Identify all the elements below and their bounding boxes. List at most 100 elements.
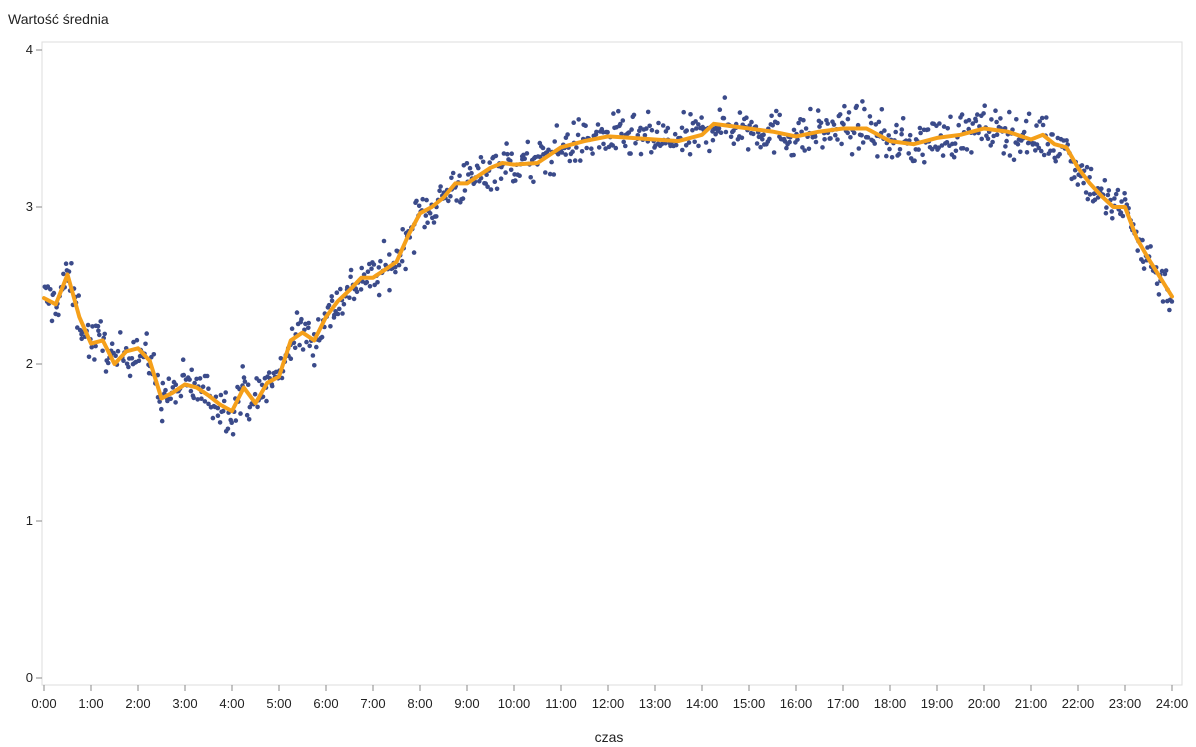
scatter-point bbox=[1099, 186, 1104, 191]
scatter-point bbox=[294, 310, 300, 315]
scatter-point bbox=[159, 418, 165, 424]
scatter-point bbox=[1057, 151, 1062, 157]
scatter-point bbox=[703, 140, 709, 145]
scatter-point bbox=[403, 266, 408, 272]
scatter-point bbox=[791, 127, 797, 133]
x-tick-label: 14:00 bbox=[686, 696, 719, 711]
scatter-point bbox=[505, 151, 510, 157]
scatter-point bbox=[180, 357, 186, 363]
scatter-point bbox=[425, 220, 430, 225]
scatter-point bbox=[723, 129, 729, 135]
scatter-point bbox=[1015, 141, 1021, 147]
scatter-point bbox=[1141, 266, 1147, 271]
scatter-point bbox=[1021, 129, 1027, 135]
scatter-point bbox=[1103, 210, 1109, 216]
scatter-point bbox=[220, 408, 226, 414]
scatter-point bbox=[513, 178, 518, 183]
scatter-point bbox=[89, 344, 94, 350]
scatter-point bbox=[1110, 216, 1115, 221]
scatter-point bbox=[1050, 132, 1055, 137]
scatter-point bbox=[825, 121, 830, 126]
scatter-point bbox=[469, 170, 474, 176]
x-tick-label: 22:00 bbox=[1062, 696, 1095, 711]
scatter-point bbox=[990, 139, 995, 145]
scatter-point bbox=[393, 264, 398, 270]
scatter-point bbox=[86, 354, 92, 360]
scatter-point bbox=[93, 343, 98, 349]
scatter-point bbox=[975, 112, 980, 117]
y-tick-label: 4 bbox=[26, 42, 33, 57]
scatter-point bbox=[554, 123, 560, 128]
scatter-point bbox=[686, 140, 692, 145]
scatter-point bbox=[192, 380, 197, 386]
scatter-point bbox=[1169, 299, 1175, 304]
scatter-point bbox=[571, 120, 576, 125]
scatter-point bbox=[364, 279, 370, 285]
scatter-point bbox=[565, 132, 570, 137]
scatter-point bbox=[1112, 196, 1117, 201]
scatter-point bbox=[269, 383, 275, 389]
scatter-point bbox=[206, 401, 211, 407]
scatter-point bbox=[817, 124, 822, 129]
scatter-point bbox=[242, 379, 248, 384]
scatter-point bbox=[127, 373, 133, 379]
scatter-point bbox=[431, 220, 437, 225]
scatter-point bbox=[387, 287, 392, 293]
scatter-point bbox=[856, 146, 862, 151]
scatter-point bbox=[136, 358, 142, 364]
scatter-point bbox=[105, 360, 111, 366]
scatter-point bbox=[1109, 209, 1114, 214]
scatter-point bbox=[173, 382, 179, 388]
scatter-point bbox=[79, 336, 84, 342]
scatter-point bbox=[784, 145, 789, 151]
scatter-point bbox=[508, 167, 514, 173]
scatter-point bbox=[801, 117, 806, 123]
scatter-point bbox=[872, 141, 877, 146]
scatter-point bbox=[583, 123, 588, 128]
scatter-point bbox=[920, 152, 925, 158]
scatter-point bbox=[358, 287, 364, 292]
scatter-point bbox=[845, 130, 850, 136]
scatter-point bbox=[454, 198, 459, 203]
scatter-point bbox=[959, 112, 965, 117]
scatter-point bbox=[159, 406, 164, 412]
scatter-point bbox=[1120, 213, 1126, 219]
scatter-point bbox=[98, 319, 103, 324]
scatter-point bbox=[795, 137, 800, 142]
scatter-point bbox=[233, 418, 239, 423]
scatter-point bbox=[113, 353, 118, 359]
scatter-point bbox=[567, 158, 573, 164]
scatter-point bbox=[774, 108, 779, 114]
scatter-point bbox=[837, 112, 843, 117]
scatter-point bbox=[993, 108, 998, 113]
scatter-point bbox=[396, 262, 402, 268]
scatter-point bbox=[594, 129, 599, 135]
scatter-point bbox=[673, 142, 679, 148]
scatter-point bbox=[334, 290, 340, 296]
scatter-point bbox=[244, 412, 250, 418]
scatter-point bbox=[985, 136, 991, 141]
scatter-point bbox=[744, 115, 749, 120]
scatter-point bbox=[629, 127, 634, 132]
scatter-point bbox=[1135, 248, 1140, 253]
scatter-point bbox=[328, 324, 333, 329]
scatter-point bbox=[710, 137, 716, 143]
scatter-point bbox=[247, 404, 253, 410]
x-tick-label: 8:00 bbox=[407, 696, 432, 711]
x-tick-label: 10:00 bbox=[498, 696, 531, 711]
scatter-point bbox=[437, 188, 442, 194]
scatter-point bbox=[717, 107, 723, 112]
scatter-point bbox=[803, 126, 809, 131]
scatter-point bbox=[540, 145, 546, 151]
scatter-point bbox=[173, 400, 178, 405]
scatter-point bbox=[802, 148, 807, 153]
x-tick-label: 1:00 bbox=[78, 696, 103, 711]
scatter-point bbox=[1081, 180, 1086, 186]
scatter-point bbox=[896, 151, 902, 157]
scatter-point bbox=[917, 125, 923, 131]
scatter-point bbox=[289, 326, 295, 332]
scatter-point bbox=[129, 356, 135, 361]
scatter-point bbox=[944, 140, 950, 145]
scatter-point bbox=[347, 295, 352, 301]
scatter-point bbox=[694, 126, 699, 131]
